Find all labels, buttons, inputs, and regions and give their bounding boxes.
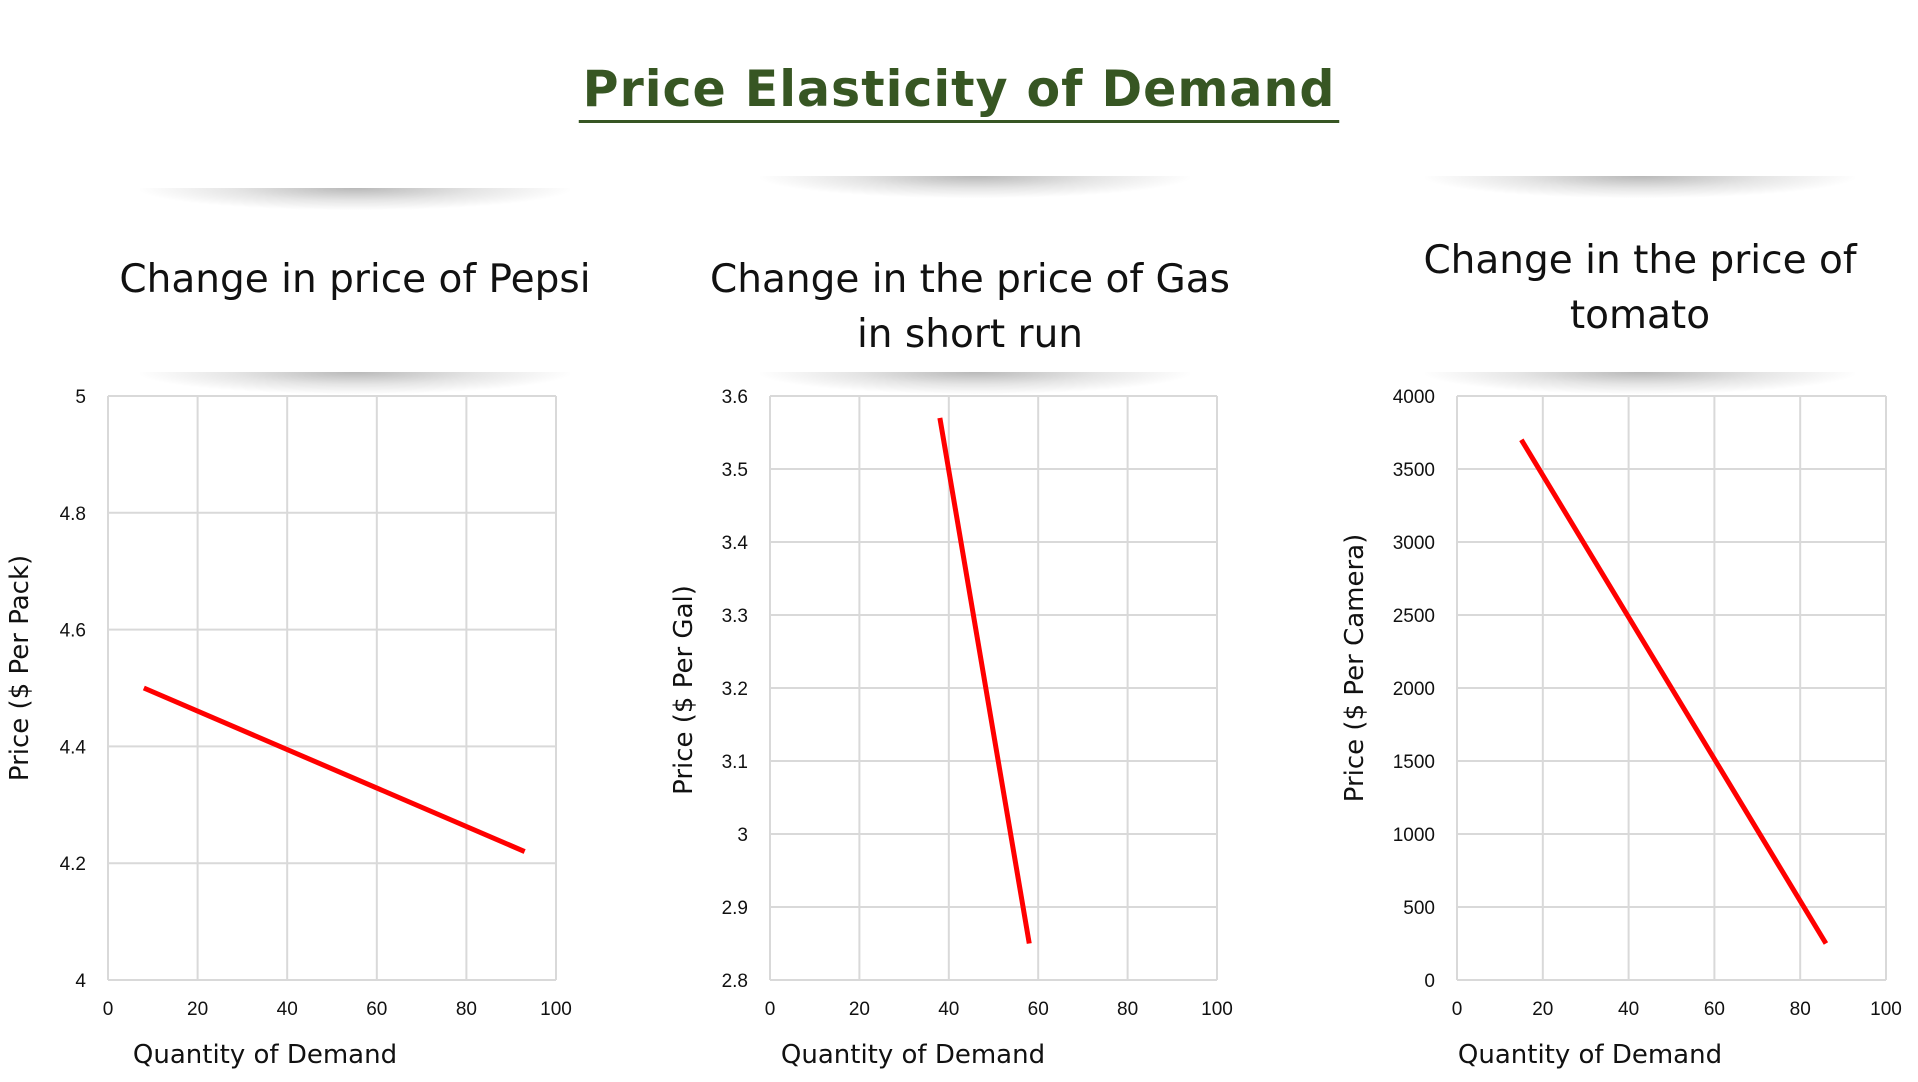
y-axis-label: Price ($ Per Camera) [1340,534,1370,803]
demand-line [1519,438,1829,945]
chart-title-gas: Change in the price of Gas in short run [700,252,1240,362]
chart-shadow-2 [760,372,1190,394]
y-tick-label: 4.4 [60,737,87,758]
y-tick-label: 2000 [1393,679,1435,700]
y-tick-label: 1500 [1393,752,1435,773]
title-shadow-1 [140,188,570,210]
y-tick-label: 5 [75,387,86,408]
x-tick-label: 0 [765,999,776,1020]
y-tick-label: 3.2 [722,679,748,700]
y-tick-label: 4.2 [60,854,86,875]
x-tick-label: 60 [1028,999,1049,1020]
x-tick-label: 60 [366,999,387,1020]
y-tick-label: 3.5 [722,460,748,481]
y-tick-label: 500 [1403,898,1435,919]
y-tick-label: 2.9 [722,898,748,919]
page-title: Price Elasticity of Demand [0,60,1918,123]
chart-title-line: Change in the price of [1423,238,1857,283]
x-tick-label: 80 [456,999,477,1020]
demand-line [937,417,1032,944]
x-tick-label: 20 [187,999,208,1020]
y-tick-label: 3000 [1393,533,1435,554]
x-tick-label: 100 [1201,999,1233,1020]
y-axis-label: Price ($ Per Pack) [5,555,35,781]
title-shadow-3 [1425,176,1855,198]
y-tick-label: 4.6 [60,621,86,642]
y-tick-label: 4.8 [60,504,86,525]
y-tick-label: 1000 [1393,825,1435,846]
chart-title-line: Change in the price of Gas [710,257,1230,302]
y-tick-label: 2.8 [722,971,748,992]
y-axis-label: Price ($ Per Gal) [669,585,699,795]
x-tick-label: 100 [540,999,572,1020]
y-tick-label: 4 [75,971,86,992]
chart-title-pepsi: Change in price of Pepsi [95,252,615,307]
x-tick-label: 40 [1618,999,1639,1020]
title-shadow-2 [760,176,1190,198]
chart-shadow-1 [140,372,570,394]
page-title-text: Price Elasticity of Demand [578,60,1340,123]
x-tick-label: 20 [1532,999,1553,1020]
chart-title-tomato: Change in the price of tomato [1400,233,1880,343]
demand-line [142,685,526,854]
y-tick-label: 3.1 [722,752,748,773]
x-tick-label: 60 [1704,999,1725,1020]
x-tick-label: 40 [938,999,959,1020]
x-axis-label: Quantity of Demand [781,1040,1045,1070]
chart-shadow-3 [1425,372,1855,394]
x-tick-label: 20 [849,999,870,1020]
x-tick-label: 80 [1117,999,1138,1020]
x-tick-label: 80 [1790,999,1811,1020]
y-tick-label: 4000 [1393,387,1435,408]
x-tick-label: 100 [1870,999,1902,1020]
y-tick-label: 3.3 [722,606,748,627]
x-axis-label: Quantity of Demand [1458,1040,1722,1070]
x-tick-label: 0 [1452,999,1463,1020]
y-tick-label: 3.6 [722,387,748,408]
chart-title-line: in short run [856,312,1084,357]
x-tick-label: 40 [277,999,298,1020]
y-tick-label: 3.4 [722,533,749,554]
y-tick-label: 3500 [1393,460,1435,481]
x-tick-label: 0 [103,999,114,1020]
y-tick-label: 0 [1424,971,1435,992]
x-axis-label: Quantity of Demand [133,1040,397,1070]
y-tick-label: 3 [737,825,748,846]
chart-title-line: Change in price of Pepsi [119,257,591,302]
chart-title-line: tomato [1569,293,1711,338]
y-tick-label: 2500 [1393,606,1435,627]
